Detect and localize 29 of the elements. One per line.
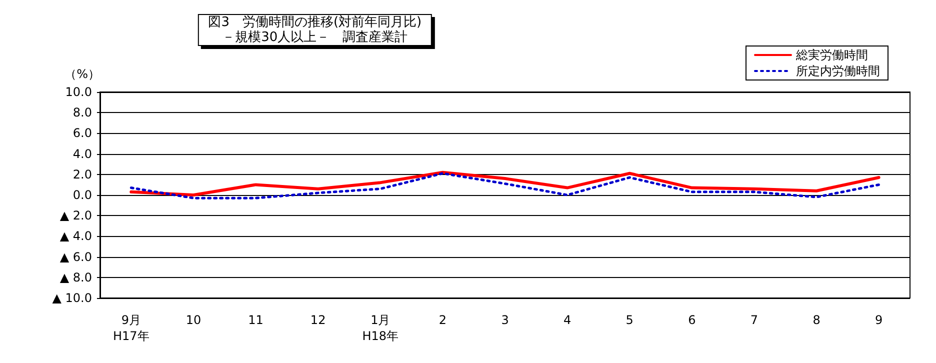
x-tick-label: 11 <box>248 313 264 327</box>
x-tick-label: 8 <box>812 313 820 327</box>
x-tick-label: 9 <box>875 313 883 327</box>
y-tick-label: ▲ 4.0 <box>60 229 92 244</box>
y-tick-label: 0.0 <box>72 188 92 202</box>
legend-label: 総実労働時間 <box>795 48 868 62</box>
x-tick-label: 9月 H17年 <box>113 313 150 343</box>
y-axis-title: （%） <box>64 67 100 81</box>
y-tick-label: ▲ 2.0 <box>60 208 92 223</box>
legend-label: 所定内労働時間 <box>796 64 880 78</box>
y-tick-label: 8.0 <box>72 106 92 120</box>
x-tick-label: 6 <box>688 313 696 327</box>
y-tick-label: 10.0 <box>65 85 92 99</box>
x-tick-label: 1月 H18年 <box>362 313 399 343</box>
chart-subtitle: －規模30人以上－ 調査産業計 <box>222 29 408 45</box>
y-tick-label: ▲ 10.0 <box>52 291 92 305</box>
y-tick-label: 2.0 <box>72 167 92 182</box>
x-tick-label: 3 <box>501 313 509 327</box>
x-tick-label: 2 <box>438 313 447 327</box>
x-tick-label: 4 <box>563 313 572 327</box>
x-tick-label: 12 <box>310 313 326 327</box>
y-tick-label: ▲ 8.0 <box>60 270 92 284</box>
x-tick-label: 10 <box>186 313 202 327</box>
x-tick-label: 7 <box>750 313 758 327</box>
y-tick-label: ▲ 6.0 <box>60 250 92 264</box>
y-tick-label: 4.0 <box>72 146 92 161</box>
y-tick-label: 6.0 <box>72 126 92 140</box>
chart-title: 図3 労働時間の推移(対前年同月比) <box>208 14 422 30</box>
x-tick-label: 5 <box>626 313 634 327</box>
